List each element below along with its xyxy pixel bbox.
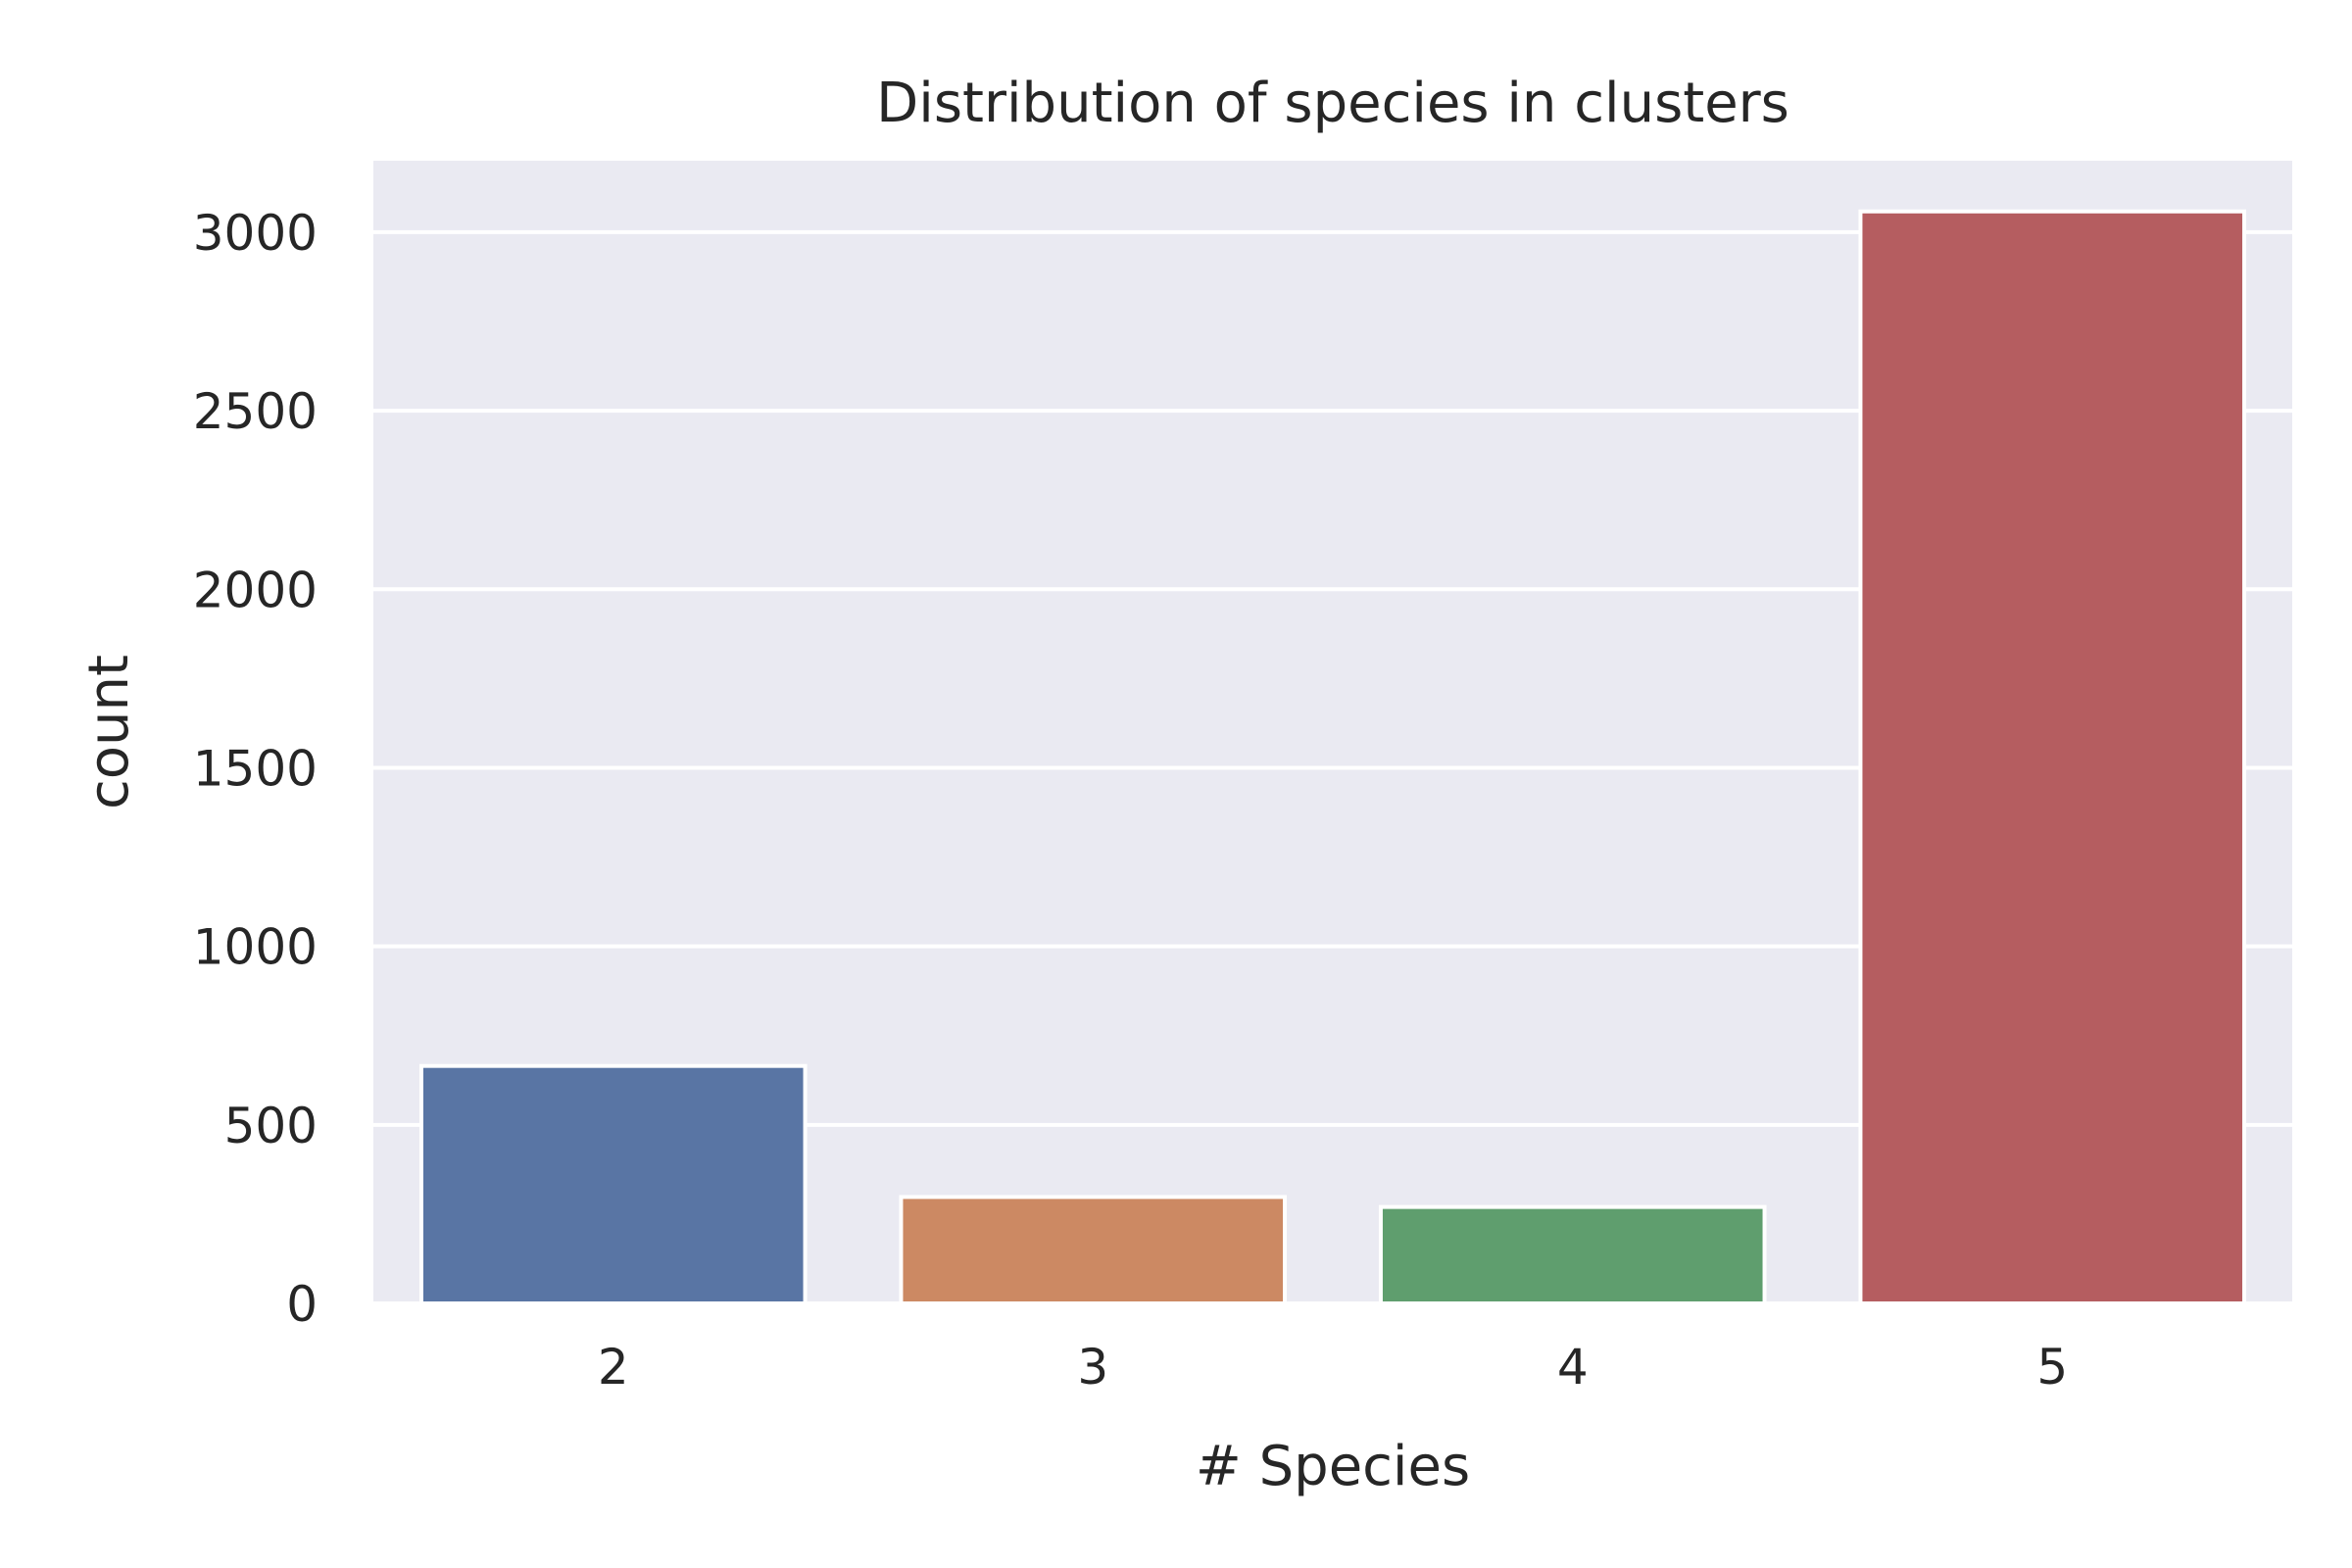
x-axis-label: # Species (1196, 1435, 1470, 1498)
bars (418, 209, 2247, 1306)
x-tick-label: 2 (598, 1339, 629, 1396)
y-tick-label: 1000 (193, 919, 318, 976)
bar-3 (899, 1195, 1288, 1306)
bar-4 (1378, 1204, 1767, 1306)
y-axis-label: count (77, 655, 141, 809)
y-tick-label: 1500 (193, 740, 318, 797)
x-tick-label: 3 (1077, 1339, 1108, 1396)
x-tick-labels: 2 3 4 5 (598, 1339, 2068, 1396)
y-tick-label: 2500 (193, 383, 318, 440)
y-tick-labels: 0 500 1000 1500 2000 2500 3000 (193, 205, 318, 1333)
x-tick-label: 5 (2036, 1339, 2068, 1396)
y-tick-label: 2000 (193, 562, 318, 618)
x-tick-label: 4 (1557, 1339, 1589, 1396)
chart-title: Distribution of species in clusters (876, 72, 1789, 135)
y-tick-label: 3000 (193, 205, 318, 262)
bar-2 (418, 1063, 808, 1306)
y-tick-label: 500 (224, 1098, 318, 1154)
bar-5 (1858, 209, 2247, 1306)
y-tick-label: 0 (286, 1276, 318, 1333)
